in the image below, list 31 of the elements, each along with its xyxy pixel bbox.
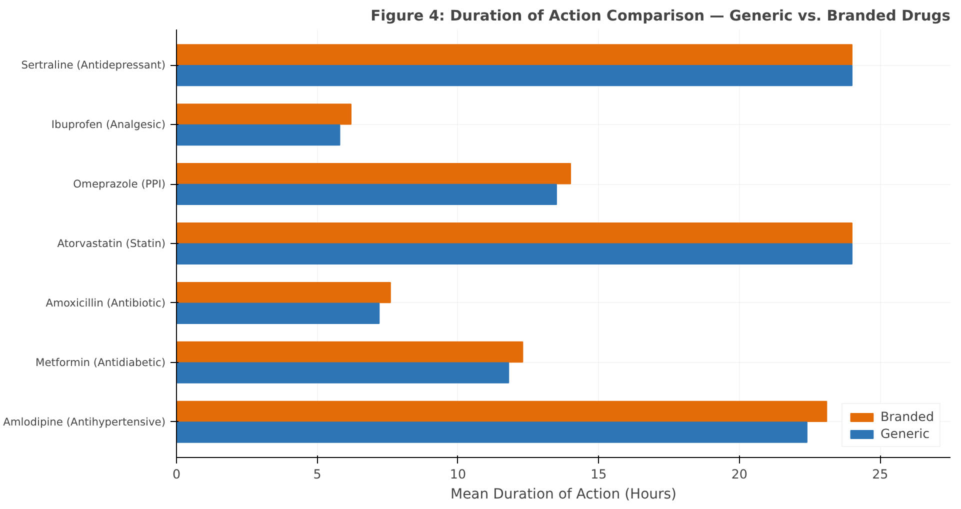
- bar: [176, 184, 557, 206]
- x-axis-title: Mean Duration of Action (Hours): [450, 486, 677, 502]
- bar: [176, 64, 852, 86]
- bar: [176, 282, 391, 304]
- legend-label: Branded: [880, 409, 934, 424]
- x-tick-label: 10: [450, 466, 466, 482]
- y-tick-label: Omeprazole (PPI): [73, 178, 166, 191]
- y-tick-label: Ibuprofen (Analgesic): [51, 118, 166, 132]
- bar: [176, 163, 572, 184]
- y-tick-label: Sertraline (Antidepressant): [21, 58, 166, 72]
- legend-label: Generic: [880, 426, 930, 441]
- bar: [176, 222, 852, 244]
- bar: [176, 341, 524, 363]
- bar: [176, 422, 808, 443]
- bar: [176, 400, 828, 422]
- y-tick-label: Amlodipine (Antihypertensive): [3, 415, 166, 428]
- x-tick-label: 0: [172, 466, 181, 482]
- chart-title: Figure 4: Duration of Action Comparison — Generic vs. Branded Drugs: [370, 8, 951, 24]
- bar: [176, 44, 852, 66]
- bar: [176, 243, 852, 264]
- bar: [176, 124, 340, 146]
- x-tick-label: 5: [313, 466, 322, 482]
- x-tick-label: 20: [731, 466, 748, 482]
- bar: [176, 302, 380, 324]
- y-tick-label: Metformin (Antidiabetic): [36, 356, 166, 369]
- y-tick-label: Atorvastatin (Statin): [57, 237, 166, 250]
- x-tick-label: 25: [872, 466, 888, 482]
- bar: [176, 362, 510, 384]
- y-tick-label: Amoxicillin (Antibiotic): [46, 296, 166, 310]
- bar: [176, 104, 352, 125]
- x-tick-label: 15: [590, 466, 607, 482]
